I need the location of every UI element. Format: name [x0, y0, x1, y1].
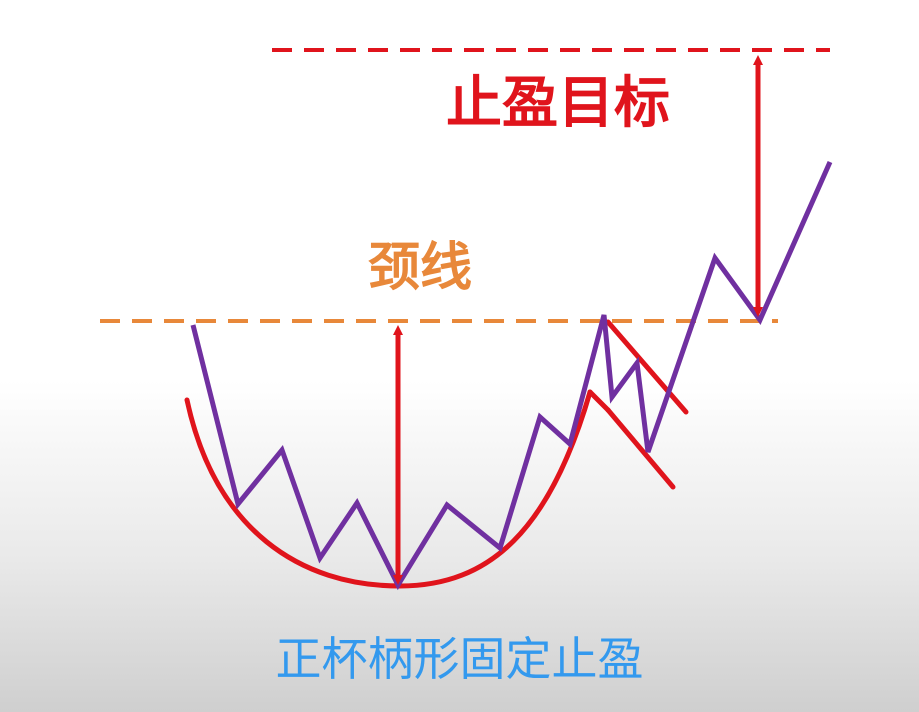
profit-target-label: 止盈目标 [446, 71, 670, 136]
handle-curve-segment [587, 389, 611, 413]
handle-channel-upper [605, 319, 689, 415]
neckline-label: 颈线 [368, 238, 473, 298]
page-title: 正杯柄形固定止盈 [275, 632, 644, 686]
handle-channel-lower [605, 407, 676, 490]
price-line [190, 160, 833, 591]
